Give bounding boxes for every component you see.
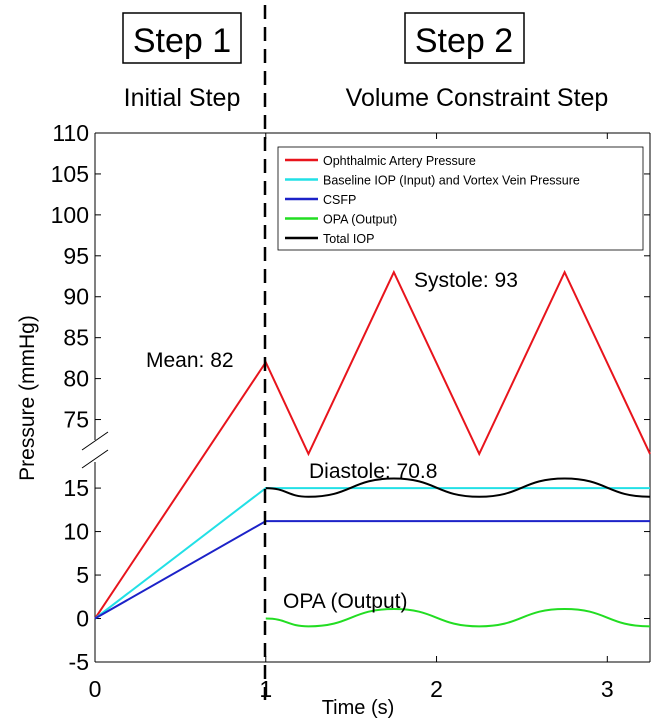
y-tick-label: 110 (52, 120, 89, 146)
y-tick-label: -5 (69, 649, 89, 675)
y-tick-label: 105 (51, 161, 89, 187)
diastole-annotation: Diastole: 70.8 (309, 460, 437, 483)
legend: Ophthalmic Artery Pressure Baseline IOP (… (277, 146, 644, 251)
y-tick-label: 90 (63, 284, 89, 310)
y-tick-label: 15 (63, 475, 89, 501)
series-line (265, 607, 651, 628)
step2-label: Step 2 (415, 22, 513, 60)
x-axis-label: Time (s) (322, 697, 395, 719)
opa-annotation: OPA (Output) (283, 590, 408, 613)
y-tick-label: 5 (76, 562, 89, 588)
step2-box (404, 12, 525, 64)
x-tick-label: 3 (601, 676, 614, 702)
step1-label: Step 1 (133, 22, 231, 60)
legend-box (277, 146, 644, 251)
step1-subtitle: Initial Step (124, 84, 241, 112)
axis-break-mark (81, 431, 109, 451)
y-tick-label: 95 (63, 243, 89, 269)
y-tick-label: 0 (76, 606, 89, 632)
axis-break-mark (81, 449, 109, 469)
y-axis-label: Pressure (mmHg) (16, 315, 39, 481)
y-tick-label: 80 (63, 366, 89, 392)
y-tick-label: 85 (63, 325, 89, 351)
series-line (265, 477, 651, 498)
legend-item-label: OPA (Output) (323, 213, 397, 227)
step2-subtitle: Volume Constraint Step (346, 84, 609, 112)
legend-item-label: Total IOP (323, 232, 374, 246)
x-tick-label: 2 (430, 676, 443, 702)
legend-item-label: Ophthalmic Artery Pressure (323, 154, 476, 168)
series-group (94, 269, 651, 628)
plot-frame (81, 132, 651, 663)
systole-annotation: Systole: 93 (414, 269, 518, 292)
y-tick-label: 75 (63, 407, 89, 433)
y-tick-label: 100 (51, 202, 89, 228)
legend-item-label: Baseline IOP (Input) and Vortex Vein Pre… (323, 174, 580, 188)
x-tick-label: 0 (89, 676, 102, 702)
series-line (94, 269, 651, 620)
mean-annotation: Mean: 82 (146, 349, 234, 372)
legend-item-label: CSFP (323, 193, 356, 207)
step1-box (122, 12, 242, 64)
y-tick-label: 10 (63, 519, 89, 545)
